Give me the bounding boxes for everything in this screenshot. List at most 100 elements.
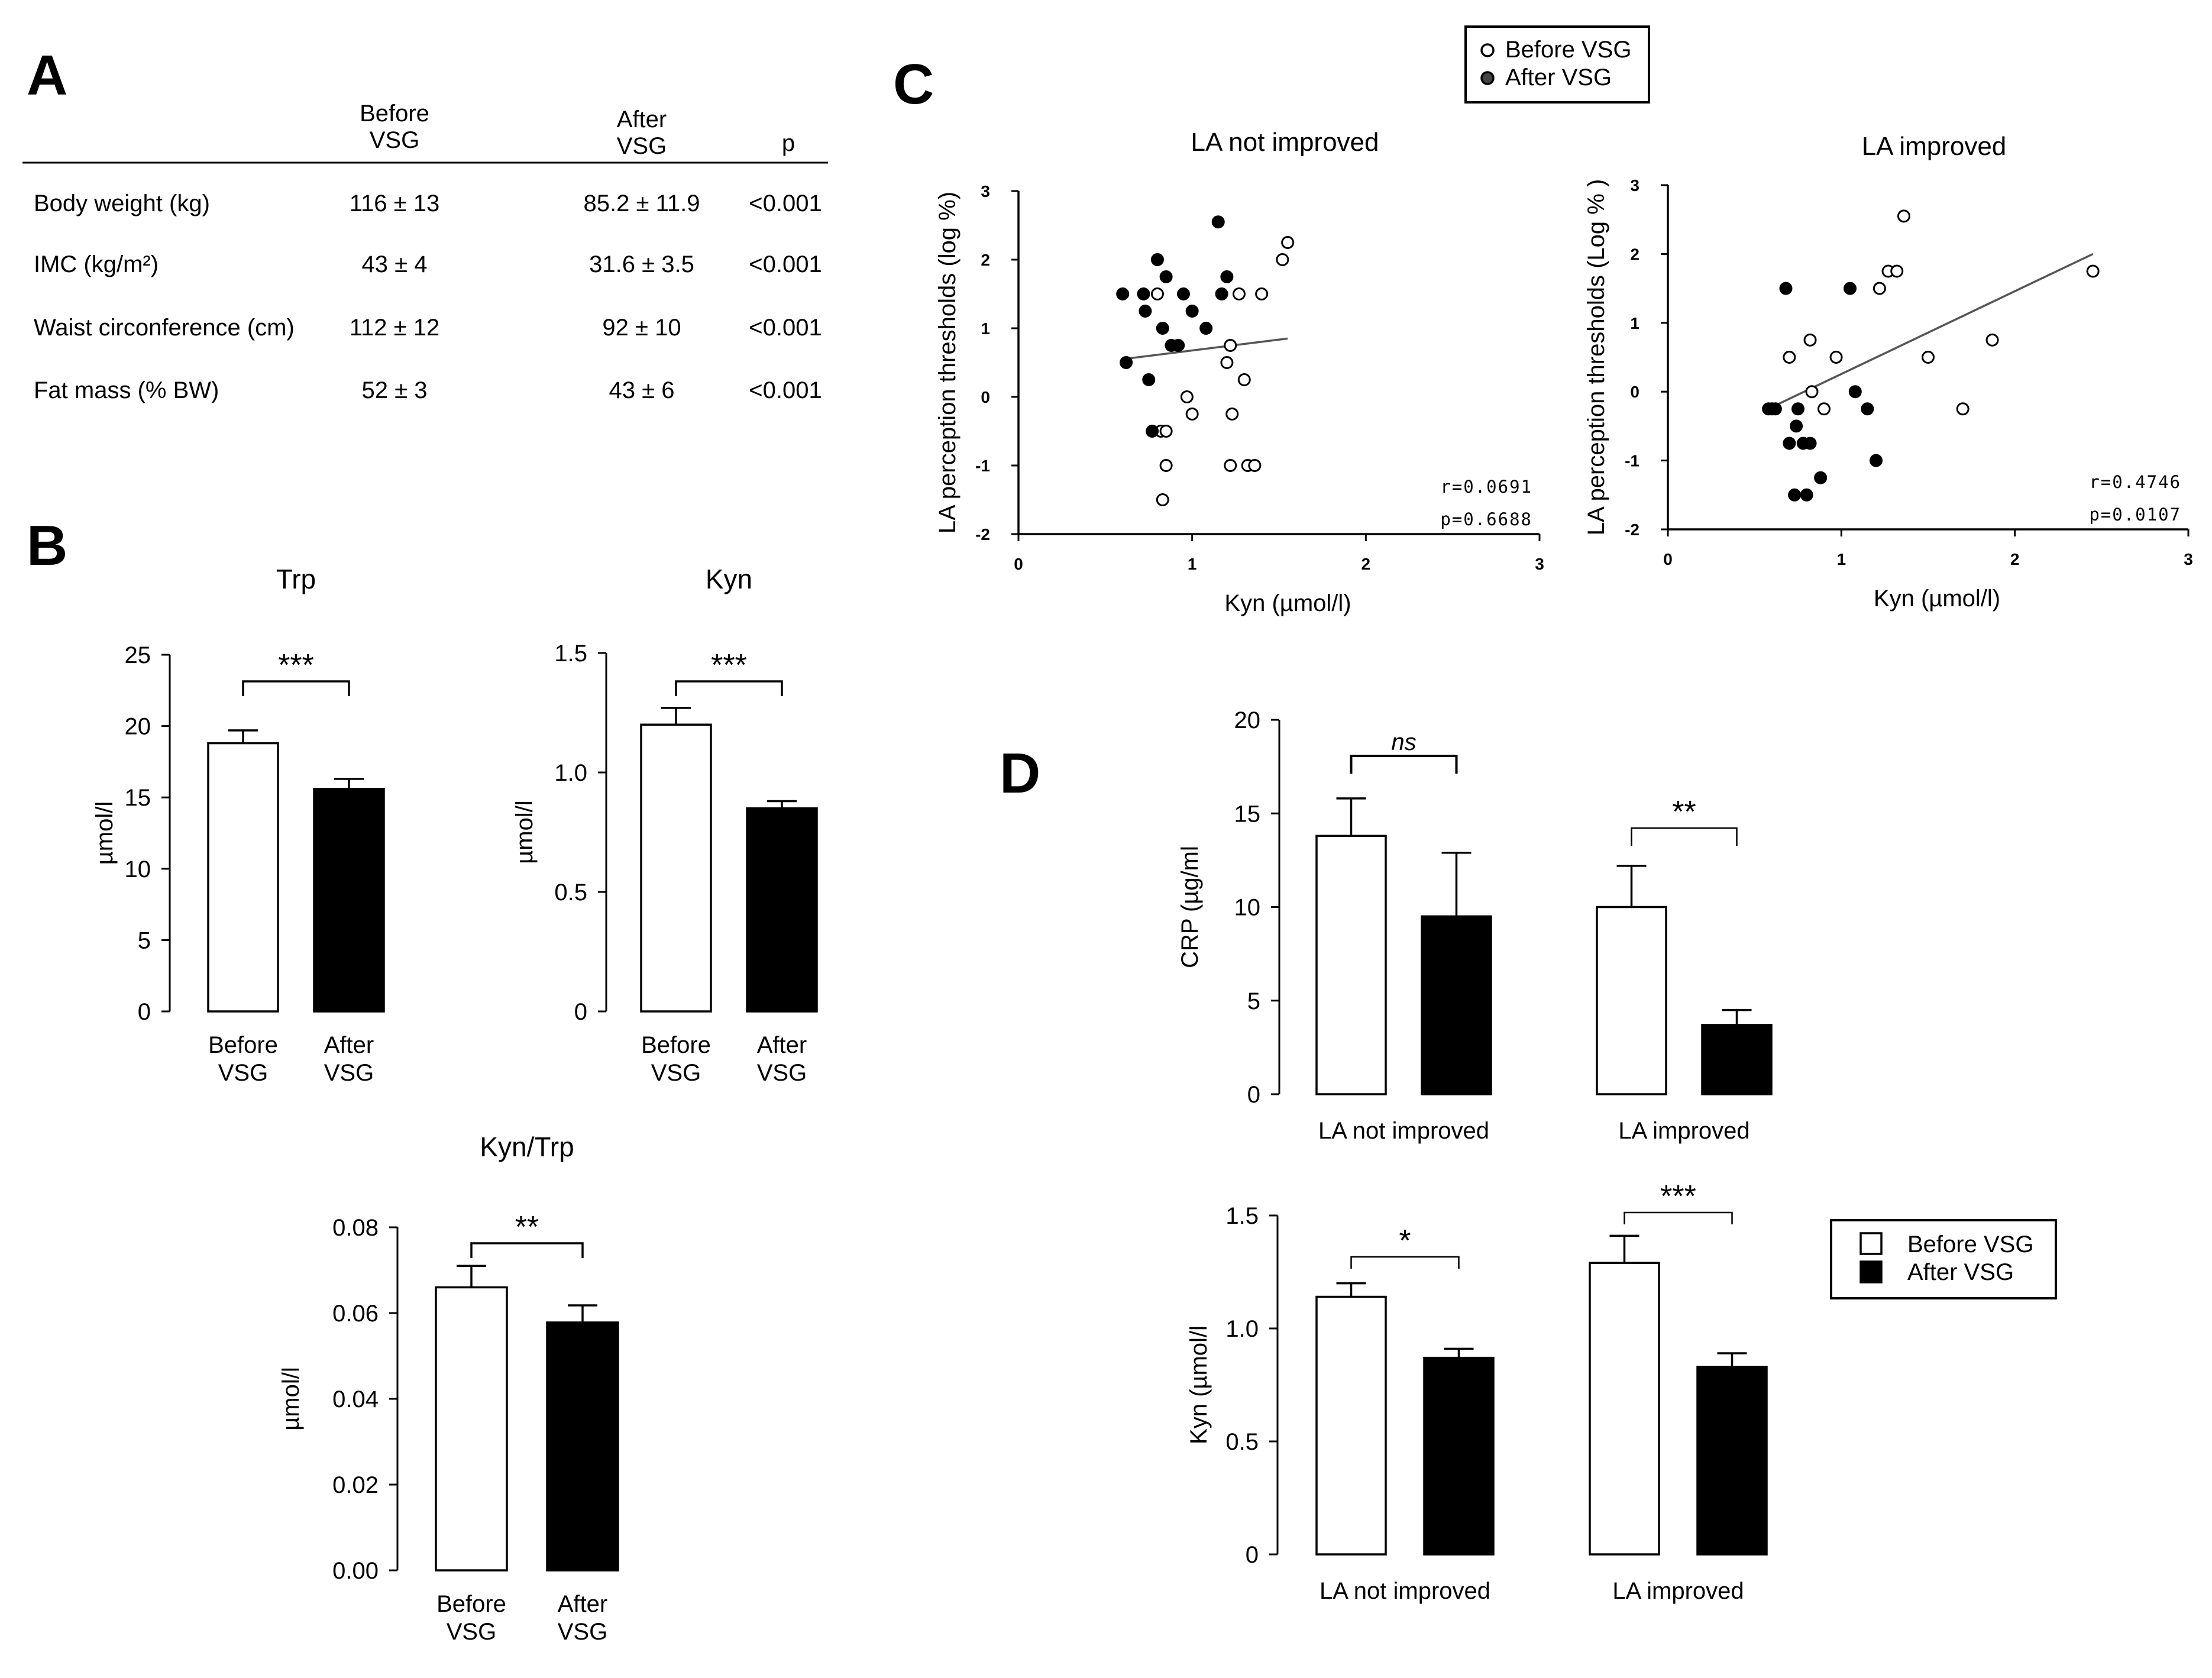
point-before-vsg <box>1159 425 1173 438</box>
y-tick-label: 20 <box>1234 707 1261 733</box>
legend-d-before-swatch <box>1859 1232 1883 1255</box>
x-tick-label: 1 <box>1188 555 1197 573</box>
y-tick-label: 3 <box>1630 176 1639 195</box>
bar <box>1423 1356 1495 1556</box>
y-axis-label: LA perception thresholds (log %) <box>934 192 961 534</box>
significance-bracket <box>1631 827 1738 846</box>
table-header-after-line2: VSG <box>617 133 667 159</box>
point-before-vsg <box>1225 408 1239 421</box>
x-tick-label: Before <box>436 1591 506 1617</box>
bar <box>746 807 818 1013</box>
y-tick-label: 3 <box>981 182 990 201</box>
stat-p: p=0.0107 <box>2089 505 2181 525</box>
x-tick-label: VSG <box>324 1060 374 1086</box>
table-row-label: Waist circonference (cm) <box>34 315 295 341</box>
y-tick-label: 2 <box>1630 245 1639 263</box>
stat-r: r=0.0691 <box>1440 477 1532 497</box>
x-axis-label: Kyn (µmol/l) <box>1874 586 2000 612</box>
table-row-label: Body weight (kg) <box>34 190 210 216</box>
table-cell-p: <0.001 <box>749 251 822 277</box>
point-before-vsg <box>1185 408 1199 421</box>
legend-c-after-marker <box>1480 71 1495 85</box>
x-tick-label: VSG <box>651 1060 701 1086</box>
point-before-vsg <box>1248 459 1262 472</box>
point-before-vsg <box>1255 287 1269 300</box>
point-before-vsg <box>1281 236 1295 249</box>
y-tick-label: 1.5 <box>1225 1203 1259 1229</box>
chart-scatter-la-not-improved: LA not improved -2 -1 0 1 2 3 0 1 2 3 LA perception… <box>934 128 1544 616</box>
y-tick-label: 0.02 <box>332 1472 379 1498</box>
y-tick-label: 2 <box>981 251 990 269</box>
table-cell-p: <0.001 <box>749 190 822 216</box>
point-after-vsg <box>1120 356 1133 369</box>
legend-c-before-label: Before VSG <box>1505 37 1631 63</box>
point-after-vsg <box>1172 339 1185 352</box>
point-after-vsg <box>1159 270 1173 283</box>
point-before-vsg <box>1156 493 1169 506</box>
table-cell-after: 31.6 ± 3.5 <box>589 251 694 277</box>
point-after-vsg <box>1139 305 1152 318</box>
point-before-vsg <box>1276 253 1289 266</box>
bar <box>313 787 385 1013</box>
x-tick-label: After <box>757 1032 807 1058</box>
chart-title: LA improved <box>1862 132 2007 161</box>
significance-label: ** <box>1672 795 1696 829</box>
legend-c: Before VSG After VSG <box>1464 25 1650 104</box>
y-tick-label: 15 <box>125 785 151 811</box>
point-before-vsg <box>1237 373 1251 386</box>
significance-label: *** <box>1660 1179 1696 1214</box>
y-axis-label: µmol/l <box>278 1367 304 1431</box>
y-tick-label: 0 <box>138 999 151 1025</box>
significance-label: ** <box>515 1210 539 1244</box>
x-tick-label: 1 <box>1837 550 1846 568</box>
y-axis-label: LA perception thresholds (Log % ) <box>1583 179 1609 536</box>
bar <box>1315 1295 1387 1556</box>
point-after-vsg <box>1146 425 1159 438</box>
point-after-vsg <box>1814 471 1828 484</box>
significance-bracket <box>1624 1211 1733 1224</box>
bar <box>1421 915 1492 1095</box>
bar <box>435 1286 508 1572</box>
legend-c-before-marker <box>1480 43 1495 57</box>
point-before-vsg <box>1783 351 1796 364</box>
point-after-vsg <box>1211 215 1225 229</box>
chart-kyn-by-group: 0 0.5 1.0 1.5 Kyn (µmol/l LA not improved * LA … <box>1186 1179 1768 1604</box>
table-cell-after: 43 ± 6 <box>609 377 675 403</box>
point-after-vsg <box>1844 282 1857 295</box>
x-tick-label: LA improved <box>1618 1118 1749 1144</box>
table-header-after-line1: After <box>617 106 667 132</box>
y-axis-label: µmol/l <box>92 801 118 865</box>
regression-line <box>1775 253 2094 407</box>
point-before-vsg <box>1897 209 1910 223</box>
panel-label-c: C <box>893 53 934 116</box>
y-tick-label: 5 <box>138 927 151 953</box>
point-before-vsg <box>1180 390 1194 403</box>
y-tick-label: 0.5 <box>554 880 587 906</box>
point-before-vsg <box>1224 459 1237 472</box>
point-after-vsg <box>1768 402 1782 416</box>
point-after-vsg <box>1185 305 1199 318</box>
point-after-vsg <box>1137 287 1150 300</box>
x-tick-label: Before <box>641 1032 711 1058</box>
stat-p: p=0.6688 <box>1440 509 1532 529</box>
point-before-vsg <box>2086 264 2100 278</box>
x-tick-label: VSG <box>218 1060 268 1086</box>
x-tick-label: Before <box>208 1032 278 1058</box>
y-tick-label: 0.06 <box>332 1301 379 1327</box>
point-before-vsg <box>1150 287 1164 300</box>
bar <box>640 723 712 1013</box>
table-cell-before: 116 ± 13 <box>350 190 439 216</box>
table-cell-before: 112 ± 12 <box>350 315 439 341</box>
point-before-vsg <box>1224 339 1237 352</box>
chart-title: Trp <box>276 564 316 594</box>
chart-kyn-trp-ratio: Kyn/Trp0.000.020.040.060.08µmol/lBeforeV… <box>278 1131 619 1645</box>
table-row-label: Fat mass (% BW) <box>34 377 219 403</box>
y-tick-label: -2 <box>975 525 990 544</box>
point-after-vsg <box>1861 402 1874 416</box>
table-cell-p: <0.001 <box>749 315 822 341</box>
y-tick-label: 20 <box>125 714 151 740</box>
y-tick-label: 0 <box>1247 1082 1260 1108</box>
